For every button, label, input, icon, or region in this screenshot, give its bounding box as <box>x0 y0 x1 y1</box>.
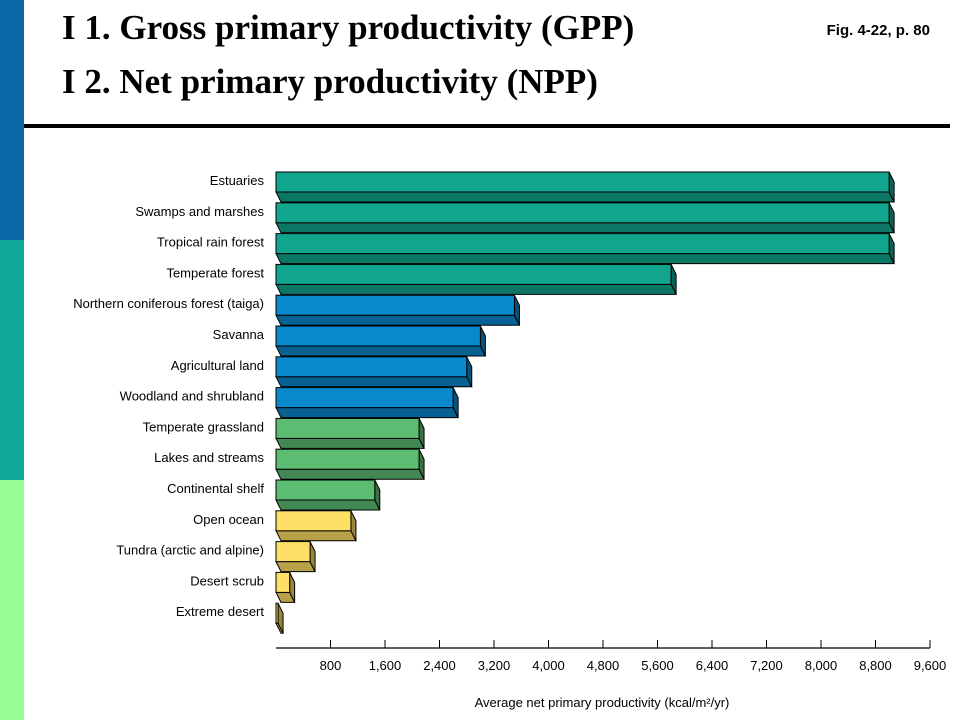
bar-front-face <box>275 387 454 409</box>
bar <box>275 571 296 603</box>
bar <box>275 325 487 357</box>
category-label: Extreme desert <box>176 604 265 619</box>
sidebar-stripe <box>0 0 24 720</box>
title-divider <box>24 124 950 128</box>
category-label: Northern coniferous forest (taiga) <box>73 296 264 311</box>
bar-bottom-face <box>275 376 473 388</box>
bar <box>275 202 895 234</box>
bar <box>275 233 895 265</box>
x-tick-label: 4,800 <box>587 658 620 673</box>
bar-front-face <box>275 171 890 193</box>
bar-front-face <box>275 294 515 316</box>
x-tick-label: 4,000 <box>532 658 565 673</box>
bar-bottom-face <box>275 283 677 295</box>
category-label: Swamps and marshes <box>135 204 264 219</box>
category-label: Tropical rain forest <box>157 235 265 250</box>
slide-title-line-2: I 2. Net primary productivity (NPP) <box>62 62 598 101</box>
bar-bottom-face <box>275 191 895 203</box>
x-tick-label: 2,400 <box>423 658 456 673</box>
x-tick-label: 7,200 <box>750 658 783 673</box>
bar <box>275 171 895 203</box>
sidebar-band-teal <box>0 240 24 480</box>
bar <box>275 541 316 573</box>
bar-bottom-face <box>275 314 521 326</box>
bar-group <box>275 171 895 634</box>
category-labels: Estuaries Swamps and marshes Tropical rain… <box>73 173 265 619</box>
bar <box>275 417 425 449</box>
x-axis: 800 1,600 2,400 3,200 4,000 4,800 5,600 6,400 7,… <box>276 640 946 673</box>
bar <box>275 294 521 326</box>
bar-front-face <box>275 233 890 255</box>
x-tick-label: 1,600 <box>369 658 402 673</box>
sidebar-band-light-green <box>0 480 24 720</box>
bar-bottom-face <box>275 561 316 573</box>
bar <box>275 387 459 419</box>
bar-front-face <box>275 479 376 501</box>
x-tick-label: 6,400 <box>696 658 729 673</box>
category-label: Lakes and streams <box>154 450 264 465</box>
bar-front-face <box>275 541 311 563</box>
bar-front-face <box>275 202 890 224</box>
category-label: Open ocean <box>193 512 264 527</box>
x-tick-label: 3,200 <box>478 658 511 673</box>
bar-front-face <box>275 417 420 439</box>
bar-bottom-face <box>275 407 459 419</box>
category-label: Estuaries <box>210 173 265 188</box>
x-tick-label: 800 <box>320 658 342 673</box>
bar-front-face <box>275 263 672 285</box>
category-label: Temperate grassland <box>143 419 264 434</box>
category-label: Woodland and shrubland <box>120 389 264 404</box>
category-label: Savanna <box>213 327 265 342</box>
bar-bottom-face <box>275 499 381 511</box>
x-axis-label: Average net primary productivity (kcal/m… <box>475 695 730 710</box>
bar-bottom-face <box>275 222 895 234</box>
bar <box>275 602 284 634</box>
bar-front-face <box>275 510 352 532</box>
bar-front-face <box>275 571 291 593</box>
bar <box>275 479 381 511</box>
bar-bottom-face <box>275 530 357 542</box>
bar-bottom-face <box>275 437 425 449</box>
slide-title-line-1: I 1. Gross primary productivity (GPP) <box>62 8 635 47</box>
bar-front-face <box>275 356 468 378</box>
category-label: Tundra (arctic and alpine) <box>116 543 264 558</box>
category-label: Continental shelf <box>167 481 264 496</box>
bar-bottom-face <box>275 468 425 480</box>
bar <box>275 356 473 388</box>
bar-bottom-face <box>275 345 487 357</box>
sidebar-band-blue <box>0 0 24 240</box>
x-tick-label: 9,600 <box>914 658 947 673</box>
category-label: Temperate forest <box>166 265 264 280</box>
bar-front-face <box>275 325 481 347</box>
figure-reference: Fig. 4-22, p. 80 <box>826 22 930 39</box>
bar <box>275 510 357 542</box>
bar-front-face <box>275 448 420 470</box>
x-tick-label: 5,600 <box>641 658 674 673</box>
category-label: Desert scrub <box>190 573 264 588</box>
bar-front-face <box>275 602 279 624</box>
bar <box>275 448 425 480</box>
x-tick-label: 8,000 <box>805 658 838 673</box>
x-tick-label: 8,800 <box>859 658 892 673</box>
bar-bottom-face <box>275 253 895 265</box>
bar <box>275 263 677 295</box>
category-label: Agricultural land <box>171 358 264 373</box>
